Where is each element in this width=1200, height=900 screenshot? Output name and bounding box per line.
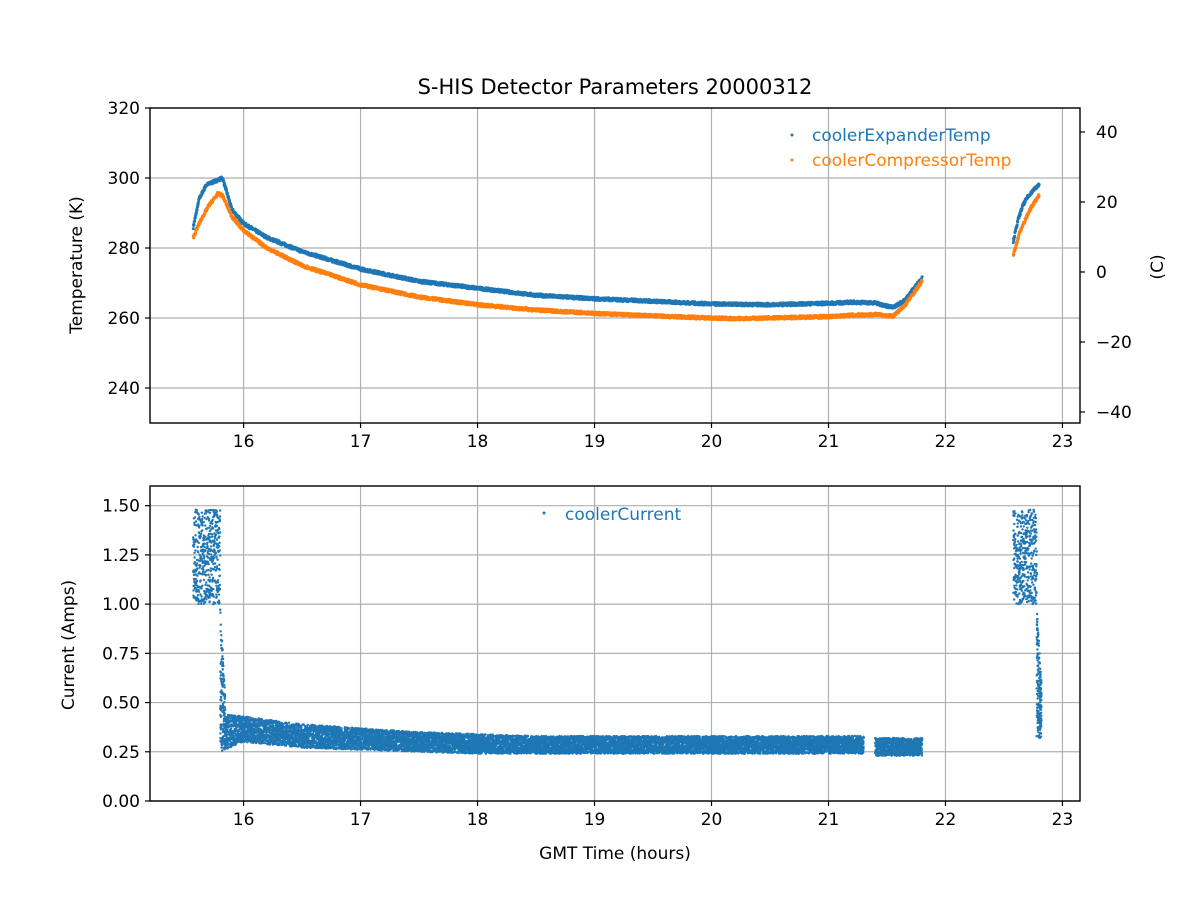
data-point-coolerExpanderTemp bbox=[226, 191, 229, 195]
data-point-coolerExpanderTemp bbox=[193, 219, 197, 223]
data-point-coolerExpanderTemp bbox=[1013, 234, 1017, 238]
data-point-coolerExpanderTemp bbox=[196, 203, 200, 206]
data-point-coolerExpanderTemp bbox=[192, 223, 196, 227]
series-coolerExpanderTemp bbox=[191, 175, 1041, 310]
data-point-coolerExpanderTemp bbox=[197, 200, 200, 204]
temperature-axes: 16 17 18 19 20 21 22 23240260280300320−40−20020… bbox=[67, 99, 1168, 452]
temperature-grid bbox=[150, 107, 1080, 423]
data-point-coolerExpanderTemp bbox=[191, 227, 195, 231]
data-point-coolerExpanderTemp bbox=[1016, 220, 1020, 224]
data-point-coolerExpanderTemp bbox=[1037, 183, 1041, 187]
data-point-coolerExpanderTemp bbox=[1018, 212, 1022, 216]
data-point-coolerCompressorTemp bbox=[195, 227, 199, 231]
data-point-coolerExpanderTemp bbox=[195, 208, 199, 212]
data-point-coolerExpanderTemp bbox=[1015, 223, 1019, 227]
chart-title: S-HIS Detector Parameters 20000312 bbox=[418, 75, 813, 99]
temperature-data bbox=[191, 175, 1041, 322]
data-point-coolerExpanderTemp bbox=[920, 275, 924, 279]
